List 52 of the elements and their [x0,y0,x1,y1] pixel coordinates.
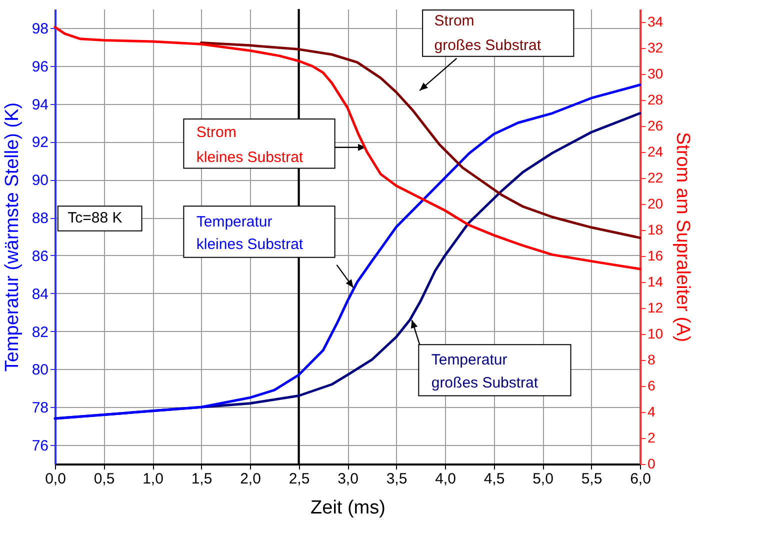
y2-tick-label: 22 [648,170,664,186]
y2-tick-label: 30 [648,66,664,82]
x-tick-label: 5,0 [532,470,554,488]
x-tick-label: 1,5 [191,470,212,488]
text: Strom kleines Substrat [196,124,304,166]
x-tick-label: 2,0 [240,470,261,488]
x-tick-label: 6,0 [630,470,651,488]
x-tick-label: 3,0 [338,470,358,488]
x-tick-label: 5,5 [581,470,602,488]
y2-axis-title: Strom am Supraleiter (A) [672,132,694,342]
y-tick-label: 78 [32,400,48,417]
x-tick-label: 4,0 [435,470,456,488]
y2-tick-label: 6 [648,378,656,394]
x-tick-label: 1,0 [142,470,164,488]
y-tick-label: 90 [32,172,48,190]
text: Temperatur großes Substrat [431,352,539,392]
y2-tick-label: 34 [648,14,664,30]
y2-tick-label: 10 [648,326,664,342]
x-tick-label: 3,5 [386,470,408,488]
y2-tick-label: 2 [648,430,656,446]
y2-tick-label: 0 [648,456,656,472]
y-tick-label: 80 [32,362,48,379]
x-axis-title: Zeit (ms) [310,498,386,518]
y-tick-label: 76 [32,438,48,455]
y2-tick-label: 24 [648,144,664,160]
y-tick-label: 98 [32,20,48,38]
line-series [54,26,642,270]
x-tick-label: 2,5 [288,470,310,488]
x-tick-label: 0,5 [94,470,115,488]
y-tick-label: 94 [32,96,48,114]
y2-tick-label: 20 [648,196,664,212]
text: Strom großes Substrat [434,12,542,54]
y2-tick-label: 26 [648,118,664,134]
y-tick-label: 86 [32,248,48,265]
y2-tick-label: 32 [648,40,664,56]
y2-tick-label: 28 [648,92,664,108]
y-tick-label: 96 [32,58,48,76]
text: Temperatur kleines Substrat [196,213,304,254]
y2-tick-label: 4 [648,404,656,420]
y2-tick-label: 18 [648,222,664,238]
y2-tick-label: 8 [648,352,656,368]
annotation: Tc=88 K [68,210,122,227]
y2-tick-label: 14 [648,274,664,290]
y-tick-label: 82 [32,324,48,341]
y-axis-title: Temperatur (wärmste Stelle) (K) [2,102,23,372]
x-tick-label: 0,0 [45,470,66,488]
y2-tick-label: 16 [648,248,664,264]
y-tick-label: 92 [32,134,48,152]
y-tick-label: 84 [32,286,48,303]
x-tick-label: 4,5 [484,470,505,488]
y-tick-label: 88 [32,210,48,228]
y2-tick-label: 12 [648,300,664,316]
